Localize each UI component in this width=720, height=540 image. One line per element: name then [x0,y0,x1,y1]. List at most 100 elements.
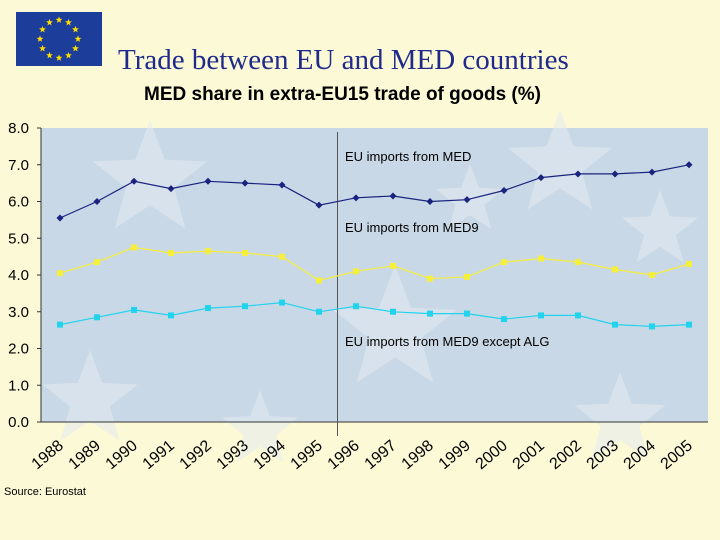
data-point [500,186,508,194]
data-point [538,255,544,262]
data-point [241,179,249,187]
data-point [93,198,101,205]
series-line [59,301,690,328]
data-point [464,273,470,280]
series-label: EU imports from MED9 except ALG [345,334,549,349]
x-tick-label: 1997 [362,437,400,473]
flag-star-icon [39,44,46,52]
data-point [501,316,507,323]
data-point [168,249,174,256]
y-tick-label: 8.0 [8,120,29,137]
data-point [353,303,359,310]
flag-star-icon [65,18,72,26]
series-line [59,164,690,219]
data-point [686,321,692,328]
flag-star-icon [39,25,46,33]
y-tick-label: 0.0 [8,414,29,431]
x-tick-label: 1999 [436,437,474,473]
background-star-icon [92,120,208,229]
data-point [649,323,655,330]
data-point [316,277,322,284]
y-tick-label: 2.0 [8,341,29,358]
data-point [427,310,433,317]
x-tick-label: 2000 [473,437,511,473]
background-star-icon [42,350,138,441]
data-point [279,253,285,260]
flag-star-icon [72,44,79,52]
x-tick-label: 1988 [29,437,67,473]
y-tick-label: 5.0 [8,230,29,247]
data-point [464,310,470,317]
background-star-icon [622,190,698,263]
flag-star-icon [46,51,53,59]
data-point [686,260,692,267]
data-point [463,196,471,204]
background-star-icon [435,164,505,230]
x-tick-label: 1991 [140,437,178,473]
data-point [353,268,359,275]
flag-star-icon [55,16,63,23]
flag-star-icon [36,35,44,42]
series-label: EU imports from MED [345,149,471,164]
x-tick-label: 1989 [66,437,104,473]
data-point [574,170,582,178]
y-tick-label: 4.0 [8,267,29,284]
data-point [130,177,138,185]
x-tick-label: 2002 [547,437,585,473]
data-point [537,174,545,182]
data-point [57,270,63,277]
data-point [648,168,656,176]
background-star-icon [222,390,298,463]
data-point [242,303,248,310]
flag-star-icon [74,35,82,42]
series-label: EU imports from MED9 [345,220,479,235]
x-tick-label: 1990 [103,437,141,473]
data-point [167,185,175,193]
data-point [501,259,507,266]
data-point [575,259,581,266]
data-point [205,305,211,312]
data-point [389,192,397,200]
data-point [426,198,434,205]
data-point [131,306,137,313]
data-point [204,177,212,185]
x-tick-label: 2001 [510,437,548,473]
data-point [390,308,396,315]
background-star-icon [333,265,457,383]
data-point [612,321,618,328]
data-point [612,266,618,273]
data-point [427,275,433,282]
y-tick-label: 3.0 [8,304,29,321]
series-line [59,246,690,282]
flag-star-icon [46,18,53,26]
flag-star-icon [65,51,72,59]
data-point [316,308,322,315]
x-tick-label: 1995 [288,437,326,473]
background-star-icon [507,110,613,210]
slide-title: Trade between EU and MED countries [118,44,569,76]
data-point [649,272,655,278]
y-tick-label: 7.0 [8,157,29,174]
data-point [94,314,100,321]
data-point [390,262,396,269]
eu-flag-icon [16,12,102,66]
x-tick-label: 2005 [658,437,696,473]
line-chart: 0.01.02.03.04.05.06.07.08.01988198919901… [8,110,708,473]
data-point [168,312,174,319]
data-point [575,312,581,319]
data-point [205,248,211,255]
x-tick-label: 1992 [177,437,215,473]
data-point [538,312,544,319]
data-point [56,214,64,222]
x-tick-label: 1996 [325,437,363,473]
background-star-icon [574,372,666,459]
x-tick-label: 1998 [399,437,437,473]
data-point [279,299,285,306]
source-note: Source: Eurostat [4,486,86,498]
y-tick-label: 6.0 [8,194,29,211]
data-point [315,201,323,209]
data-point [685,161,693,169]
data-point [131,244,137,251]
data-point [242,249,248,256]
